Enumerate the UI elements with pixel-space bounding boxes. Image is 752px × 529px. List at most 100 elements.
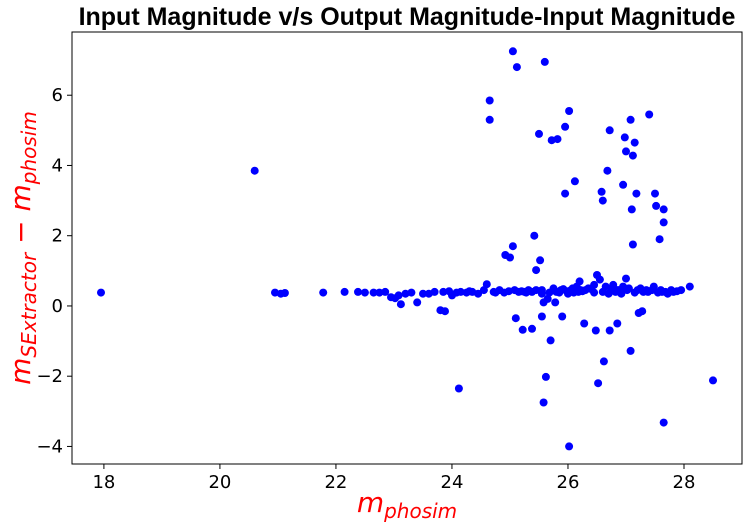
data-point (644, 287, 652, 296)
data-point (518, 325, 527, 334)
data-point (512, 63, 521, 72)
data-point (598, 196, 607, 205)
data-point (597, 187, 606, 196)
data-point (603, 166, 612, 175)
data-point (456, 287, 465, 296)
data-point (474, 289, 483, 298)
y-axis-label-subscript: SExtractor (17, 251, 41, 358)
data-point (394, 291, 403, 300)
data-point (673, 287, 681, 296)
data-point (465, 287, 474, 296)
y-axis-ticks: −4 −2 0 2 4 6 (36, 85, 72, 457)
data-point (539, 398, 548, 407)
data-point (430, 287, 439, 296)
data-point (630, 138, 639, 147)
data-point (396, 300, 405, 309)
data-point (530, 231, 539, 240)
data-point (491, 288, 500, 297)
data-point (508, 47, 517, 56)
y-axis-label-separator: − (4, 212, 37, 253)
data-point (638, 307, 647, 316)
data-point (628, 151, 637, 160)
x-axis-label: mphosim (357, 486, 457, 523)
data-point (627, 205, 636, 214)
data-point (340, 287, 349, 296)
data-point (536, 256, 545, 265)
data-point (413, 298, 422, 307)
data-point (652, 201, 661, 210)
data-point (485, 115, 494, 124)
data-point (532, 286, 541, 295)
x-axis-label-subscript: phosim (383, 499, 457, 523)
data-point (482, 280, 491, 289)
data-point (532, 266, 541, 275)
data-point (511, 314, 520, 323)
data-point (541, 372, 550, 381)
data-point (419, 289, 427, 298)
data-point (595, 275, 604, 284)
y-tick-label: −2 (36, 366, 63, 387)
data-point (570, 177, 579, 186)
data-point (551, 298, 560, 307)
data-point (590, 280, 599, 289)
scatter-points (97, 47, 717, 451)
data-point (590, 288, 599, 297)
data-point (649, 282, 658, 291)
data-point (619, 180, 628, 189)
x-tick-label: 24 (441, 472, 464, 493)
x-axis-label-main: m (357, 486, 384, 519)
data-point (537, 286, 546, 295)
data-point (632, 189, 641, 198)
data-point (659, 205, 668, 214)
x-axis-ticks: 18 20 22 24 26 28 (92, 464, 695, 493)
x-tick-label: 28 (673, 472, 696, 493)
data-point (619, 282, 628, 291)
chart-title: Input Magnitude v/s Output Magnitude-Inp… (79, 3, 736, 31)
y-axis-label-main-2: m (4, 184, 37, 211)
data-point (537, 312, 546, 321)
data-point (401, 289, 410, 298)
y-tick-label: 6 (52, 85, 63, 106)
data-point (535, 129, 543, 138)
y-axis-label: mSExtractor − mphosim (4, 111, 41, 385)
data-point (543, 294, 552, 303)
data-point (561, 189, 570, 198)
data-point (558, 312, 567, 321)
x-tick-label: 18 (92, 472, 115, 493)
data-point (546, 336, 555, 345)
data-point (540, 57, 549, 66)
y-tick-label: 2 (52, 226, 63, 247)
data-point (685, 282, 694, 291)
y-axis-label-main: m (4, 358, 37, 385)
data-point (599, 357, 608, 366)
data-point (250, 166, 259, 175)
data-point (605, 126, 614, 135)
data-point (354, 287, 362, 296)
data-point (613, 319, 622, 328)
data-point (565, 107, 574, 115)
data-point (622, 274, 630, 283)
data-point (594, 379, 603, 388)
plot-frame (71, 31, 743, 465)
data-point (578, 287, 587, 296)
data-point (528, 324, 536, 333)
data-point (651, 189, 659, 198)
data-point (605, 326, 614, 335)
data-point (659, 418, 668, 427)
data-point (575, 277, 584, 286)
data-point (709, 376, 717, 385)
data-point (565, 442, 574, 451)
data-point (520, 287, 529, 296)
y-tick-label: −4 (36, 436, 63, 457)
data-point (580, 319, 589, 328)
data-point (407, 288, 416, 297)
data-point (97, 288, 105, 297)
data-point (620, 133, 629, 142)
x-tick-label: 20 (208, 472, 231, 493)
data-point (626, 115, 635, 124)
data-point (553, 135, 562, 144)
data-point (591, 326, 600, 335)
data-point (439, 287, 448, 296)
data-point (508, 242, 517, 251)
